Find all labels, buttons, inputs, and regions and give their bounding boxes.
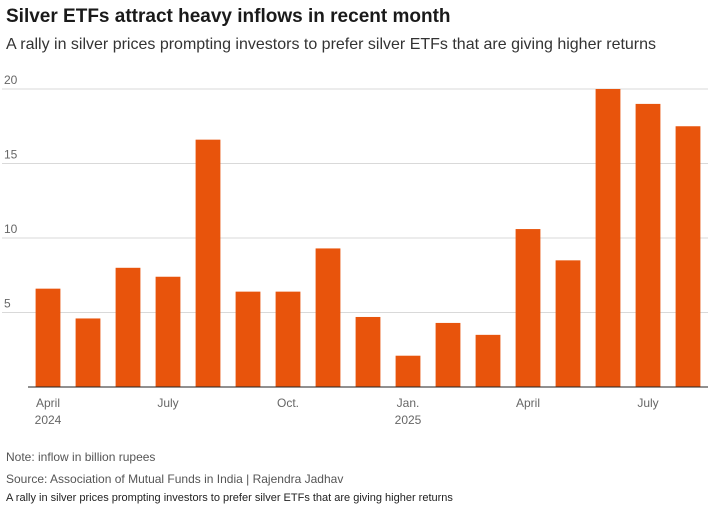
bar-16 [675,126,701,387]
x-tick-label-12: April [516,396,540,410]
chart-caption: A rally in silver prices prompting inves… [6,492,453,504]
x-tick-year-9: 2025 [395,413,422,427]
y-tick-label-10: 10 [4,222,18,236]
bar-4 [195,139,221,387]
bar-6 [275,291,301,387]
bar-1 [75,318,101,387]
grid-lines [2,88,708,313]
bar-15 [635,103,661,388]
y-tick-label-5: 5 [4,297,11,311]
x-tick-label-3: July [157,396,178,410]
bars [35,89,701,388]
bar-12 [515,229,541,387]
x-tick-label-9: Jan. [397,396,420,410]
x-tick-label-6: Oct. [277,396,299,410]
chart-note: Note: inflow in billion rupees [6,450,156,464]
bar-10 [435,322,461,387]
bar-7 [315,248,341,387]
bar-13 [555,260,581,387]
x-tick-label-0: April [36,396,60,410]
chart-source: Source: Association of Mutual Funds in I… [6,472,344,486]
bar-9 [395,355,421,387]
y-tick-label-15: 15 [4,148,18,162]
x-tick-label-15: July [637,396,658,410]
chart-title: Silver ETFs attract heavy inflows in rec… [6,6,451,27]
bar-3 [155,276,181,387]
chart-subtitle: A rally in silver prices prompting inves… [6,36,657,53]
bar-14 [595,89,621,387]
tick-labels: 5 10 15 20 April 2024 July Oct. Jan. 2025 April Jul… [4,73,659,427]
x-tick-year-0: 2024 [35,413,62,427]
bar-0 [35,288,61,387]
bar-5 [235,291,261,387]
bar-chart: 5 10 15 20 April 2024 July Oct. Jan. 2025 April Jul… [2,73,708,427]
y-tick-label-20: 20 [4,73,18,87]
bar-2 [115,267,141,387]
bar-11 [475,334,501,387]
bar-8 [355,316,381,387]
